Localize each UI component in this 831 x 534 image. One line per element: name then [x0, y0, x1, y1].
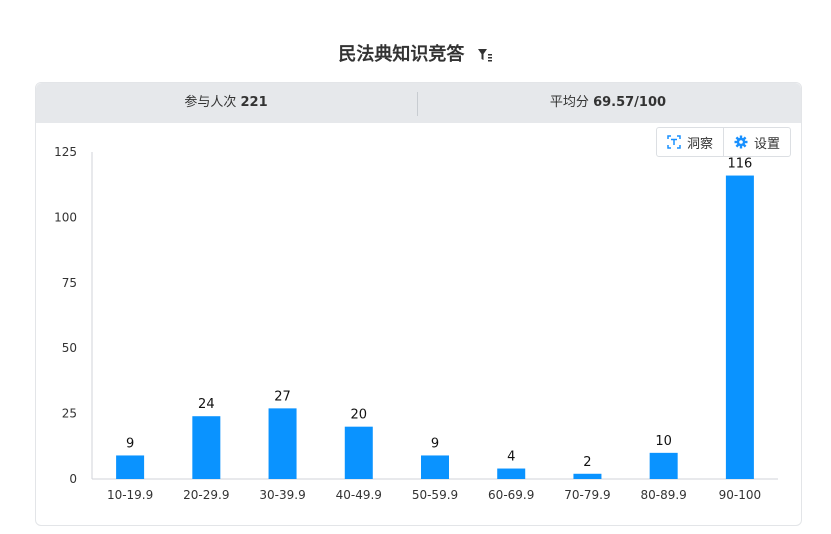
x-tick-label: 20-29.9 — [183, 488, 229, 502]
bar — [268, 408, 297, 479]
gear-icon — [734, 135, 748, 149]
participants-stat: 参与人次 221 — [36, 83, 416, 123]
average-value: 69.57/100 — [593, 95, 667, 110]
bar — [116, 455, 145, 479]
x-tick-label: 30-39.9 — [259, 488, 305, 502]
data-label: 20 — [351, 408, 368, 423]
x-tick-label: 60-69.9 — [488, 488, 534, 502]
data-label: 116 — [727, 157, 752, 172]
average-label: 平均分 — [549, 95, 589, 110]
filter-icon[interactable] — [477, 47, 493, 63]
participants-label: 参与人次 — [184, 95, 237, 110]
stats-divider — [417, 92, 418, 116]
data-label: 2 — [583, 455, 591, 470]
bar — [497, 468, 526, 479]
page-title: 民法典知识竞答 — [338, 44, 465, 65]
bar — [344, 426, 373, 479]
y-tick-label: 75 — [62, 276, 77, 290]
bar — [573, 473, 602, 479]
insight-label: 洞察 — [687, 136, 714, 152]
settings-button[interactable]: 设置 — [723, 128, 790, 156]
page-title-row: 民法典知识竞答 — [0, 40, 831, 66]
bar — [725, 175, 754, 479]
data-label: 10 — [655, 434, 672, 449]
x-tick-label: 40-49.9 — [336, 488, 382, 502]
bar — [421, 455, 449, 479]
y-tick-label: 25 — [62, 407, 77, 421]
y-tick-label: 100 — [54, 210, 77, 224]
x-tick-label: 70-79.9 — [564, 488, 610, 502]
stats-bar: 参与人次 221 平均分 69.57/100 — [36, 83, 801, 123]
x-tick-label: 90-100 — [719, 488, 762, 502]
x-tick-label: 50-59.9 — [412, 488, 458, 502]
y-tick-label: 0 — [69, 472, 77, 486]
average-stat: 平均分 69.57/100 — [418, 83, 798, 123]
chart-toolbar: 洞察 设置 — [656, 127, 792, 157]
x-tick-label: 10-19.9 — [107, 488, 153, 502]
data-label: 9 — [431, 436, 439, 451]
bar — [649, 452, 678, 479]
y-tick-label: 125 — [54, 145, 77, 159]
y-tick-label: 50 — [62, 341, 77, 355]
bar — [192, 416, 221, 479]
data-label: 27 — [274, 389, 291, 404]
participants-value: 221 — [240, 95, 268, 110]
settings-label: 设置 — [754, 136, 781, 152]
data-label: 4 — [507, 450, 515, 465]
data-label: 9 — [126, 436, 134, 451]
data-label: 24 — [198, 397, 215, 412]
insight-icon — [667, 135, 681, 149]
insight-button[interactable]: 洞察 — [657, 128, 723, 156]
x-tick-label: 80-89.9 — [641, 488, 687, 502]
chart-card: 参与人次 221 平均分 69.57/100 洞察 — [35, 82, 802, 526]
